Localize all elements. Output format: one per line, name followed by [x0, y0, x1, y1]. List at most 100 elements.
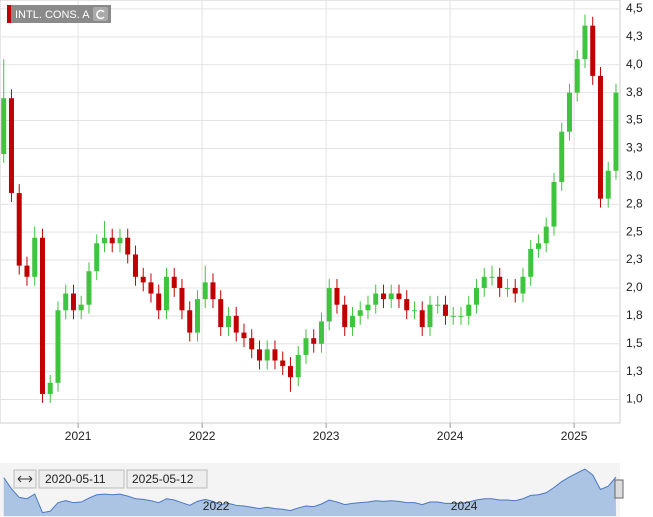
- candle-body: [264, 349, 270, 361]
- candle-body: [380, 293, 386, 300]
- candle-body: [357, 310, 363, 316]
- candle-body: [39, 237, 45, 394]
- candle-body: [411, 310, 417, 312]
- candle-body: [187, 310, 193, 333]
- candle-body: [489, 276, 495, 278]
- x-tick-label: 2022: [189, 429, 216, 443]
- x-tick-label: 2021: [65, 429, 92, 443]
- candle-body: [466, 304, 472, 316]
- candle-body: [396, 293, 402, 300]
- candle-body: [24, 265, 30, 277]
- y-tick-label: 4,3: [626, 29, 643, 43]
- navigator-tick-label: 2022: [203, 499, 230, 513]
- candle-body: [16, 193, 22, 266]
- y-tick-label: 2,5: [626, 224, 643, 238]
- candle-body: [163, 276, 169, 311]
- candle-body: [256, 349, 262, 361]
- candle-body: [473, 287, 479, 305]
- candle-body: [32, 237, 38, 277]
- candle-body: [373, 293, 379, 305]
- y-tick-label: 3,0: [626, 169, 643, 183]
- candle-body: [171, 276, 177, 288]
- candle-body: [295, 354, 301, 378]
- candle-body: [349, 315, 355, 328]
- candle-body: [272, 349, 278, 361]
- candle-body: [140, 276, 146, 283]
- candle-body: [326, 287, 332, 322]
- candle-body: [101, 237, 107, 244]
- badge: INTL. CONS. A: [7, 5, 111, 23]
- refresh-icon: [96, 9, 105, 20]
- candle-body: [225, 315, 231, 328]
- candle-body: [590, 25, 596, 76]
- y-tick-label: 4,5: [626, 1, 643, 15]
- badge-swatch: [7, 5, 11, 23]
- y-tick-label: 3,5: [626, 113, 643, 127]
- candle-body: [528, 248, 534, 277]
- candle-body: [241, 332, 247, 339]
- candle-body: [566, 92, 572, 132]
- candle-body: [78, 304, 84, 311]
- candle-body: [109, 237, 115, 244]
- y-tick-label: 2,8: [626, 196, 643, 210]
- candle-body: [481, 276, 487, 288]
- x-tick-label: 2024: [437, 429, 464, 443]
- candle-body: [419, 310, 425, 328]
- candle-body: [70, 293, 76, 311]
- candle-body: [404, 299, 410, 311]
- candle-body: [47, 382, 53, 394]
- candle-body: [559, 131, 565, 182]
- candle-body: [497, 276, 503, 288]
- candle-body: [543, 226, 549, 244]
- navigator-handle[interactable]: [614, 479, 624, 499]
- candle-body: [551, 181, 557, 227]
- y-tick-label: 2,3: [626, 252, 643, 266]
- candle-body: [442, 304, 448, 316]
- navigator-line: [3, 468, 617, 514]
- plot-area: [0, 0, 621, 424]
- candle-body: [342, 304, 348, 328]
- candle-body: [287, 366, 293, 378]
- candle-body: [311, 338, 317, 344]
- to-date-box[interactable]: [126, 469, 208, 489]
- x-tick-label: 2025: [561, 429, 588, 443]
- navigator-tick-label: 2024: [451, 499, 478, 513]
- candle-body: [388, 293, 394, 300]
- candle-body: [55, 310, 61, 383]
- candle-body: [86, 271, 92, 305]
- y-tick-label: 1,8: [626, 308, 643, 322]
- candle-body: [334, 287, 340, 305]
- candle-body: [233, 315, 239, 333]
- candle-body: [435, 304, 441, 306]
- candle-body: [280, 360, 286, 367]
- from-date-box[interactable]: [38, 469, 125, 489]
- candle-body: [450, 315, 456, 317]
- candle-body: [504, 287, 510, 289]
- candle-body: [148, 282, 154, 294]
- candle-body: [582, 25, 588, 60]
- candle-body: [512, 287, 518, 294]
- candle-body: [318, 321, 324, 344]
- y-tick-label: 4,0: [626, 57, 643, 71]
- from-date: 2020-05-11: [45, 472, 106, 486]
- candle-body: [202, 282, 208, 300]
- candle-body: [179, 287, 185, 311]
- candle-body: [218, 299, 224, 328]
- candle-body: [597, 75, 603, 199]
- badge-bg: [7, 5, 111, 23]
- candle-body: [132, 254, 138, 277]
- y-tick-label: 2,0: [626, 280, 643, 294]
- candle-body: [427, 304, 433, 328]
- y-tick-label: 3,3: [626, 141, 643, 155]
- candle-body: [1, 98, 7, 155]
- candle-body: [8, 98, 14, 194]
- range-icon: [17, 475, 33, 483]
- to-date: 2025-05-12: [132, 472, 194, 486]
- navigator-area: [3, 469, 616, 516]
- candle-body: [194, 299, 200, 333]
- candle-body: [365, 304, 371, 311]
- y-tick-label: 1,5: [626, 336, 643, 350]
- candle-body: [156, 293, 162, 311]
- badge-title: INTL. CONS. A: [15, 9, 90, 21]
